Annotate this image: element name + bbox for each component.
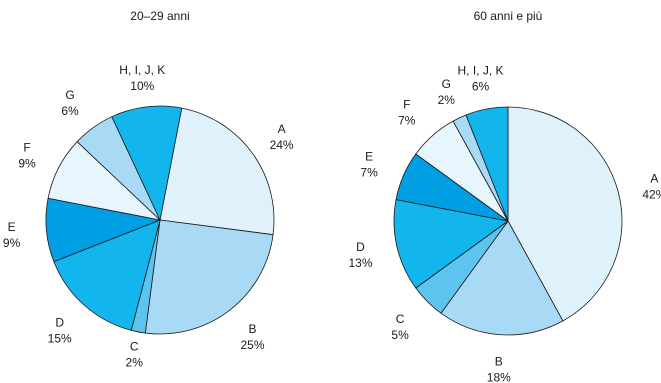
slice-value-label: 42% xyxy=(642,187,661,201)
slice-value-label: 6% xyxy=(472,80,490,94)
pie-slice-h-i-j-k xyxy=(111,105,183,221)
pie-slice-b xyxy=(144,219,274,335)
slice-category-label: F xyxy=(23,141,30,155)
slice-label-b: B 18% xyxy=(487,355,511,383)
slice-label-f: F 7% xyxy=(398,98,416,128)
pie-slice-a xyxy=(507,106,623,322)
slice-label-a: A 24% xyxy=(270,122,294,152)
pie-slice-d xyxy=(393,199,509,289)
slice-label-d: D 15% xyxy=(48,315,72,345)
slice-category-label: F xyxy=(403,98,410,112)
slice-category-label: E xyxy=(8,220,16,234)
slice-value-label: 25% xyxy=(240,338,264,352)
slice-category-label: B xyxy=(495,355,503,369)
slices-group xyxy=(45,105,275,335)
pie-slice-b xyxy=(440,220,564,336)
slice-value-label: 18% xyxy=(487,371,511,383)
slice-value-label: 9% xyxy=(18,157,36,171)
slice-label-c: C 2% xyxy=(126,340,144,370)
slice-label-h-i-j-k: H, I, J, K 10% xyxy=(119,63,165,93)
slice-label-b: B 25% xyxy=(240,322,264,352)
slice-value-label: 5% xyxy=(391,328,409,342)
slice-category-label: D xyxy=(55,315,64,329)
slice-value-label: 10% xyxy=(130,79,154,93)
slice-label-g: G 6% xyxy=(61,88,79,118)
slice-label-h-i-j-k: H, I, J, K 6% xyxy=(457,64,503,94)
pie-slice-d xyxy=(53,219,161,331)
slice-label-e: E 7% xyxy=(360,150,378,180)
chart-title-60-plus: 60 anni e più xyxy=(474,9,543,23)
slice-category-label: C xyxy=(396,312,405,326)
pie-chart-60-plus: 60 anni e più A42%B18%C5%D13%E7%F7%G2%H,… xyxy=(348,9,661,383)
slice-value-label: 13% xyxy=(348,256,372,270)
pie-slice-a xyxy=(159,107,275,236)
slice-category-label: B xyxy=(248,322,256,336)
slice-category-label: A xyxy=(650,171,658,185)
pie-slice-h-i-j-k xyxy=(465,106,509,222)
pie-chart-20-29: 20–29 anni A 24% B 25% C 2% D 15% E 9% F 9% G 6% H, I,… xyxy=(3,9,294,370)
slice-value-label: 9% xyxy=(3,236,21,250)
chart-title-20-29: 20–29 anni xyxy=(130,9,189,23)
slice-label-g: G 2% xyxy=(438,77,456,107)
slice-category-label: E xyxy=(365,150,373,164)
slice-category-label: H, I, J, K xyxy=(119,63,165,77)
slice-value-label: 15% xyxy=(48,331,72,345)
slice-value-label: 6% xyxy=(61,104,79,118)
labels-group: A 42% B 18% C 5% D 13% E 7% F 7% G 2% H, I, J, K 6% xyxy=(348,64,661,383)
slice-category-label: G xyxy=(65,88,74,102)
slice-label-e: E 9% xyxy=(3,220,21,250)
slice-value-label: 2% xyxy=(126,356,144,370)
slice-category-label: D xyxy=(356,240,365,254)
slice-label-c: C 5% xyxy=(391,312,409,342)
slice-label-a: A 42% xyxy=(642,171,661,201)
slice-category-label: H, I, J, K xyxy=(457,64,503,78)
slice-value-label: 24% xyxy=(270,138,294,152)
slice-value-label: 2% xyxy=(438,93,456,107)
slice-category-label: G xyxy=(442,77,451,91)
slice-label-f: F 9% xyxy=(18,141,36,171)
slice-value-label: 7% xyxy=(360,166,378,180)
slice-category-label: C xyxy=(130,340,139,354)
labels-group: A 24% B 25% C 2% D 15% E 9% F 9% G 6% H, I, J, K 10% xyxy=(3,63,294,369)
slice-category-label: A xyxy=(278,122,286,136)
slice-value-label: 7% xyxy=(398,114,416,128)
slice-label-d: D 13% xyxy=(348,240,372,270)
slices-group xyxy=(393,106,623,336)
